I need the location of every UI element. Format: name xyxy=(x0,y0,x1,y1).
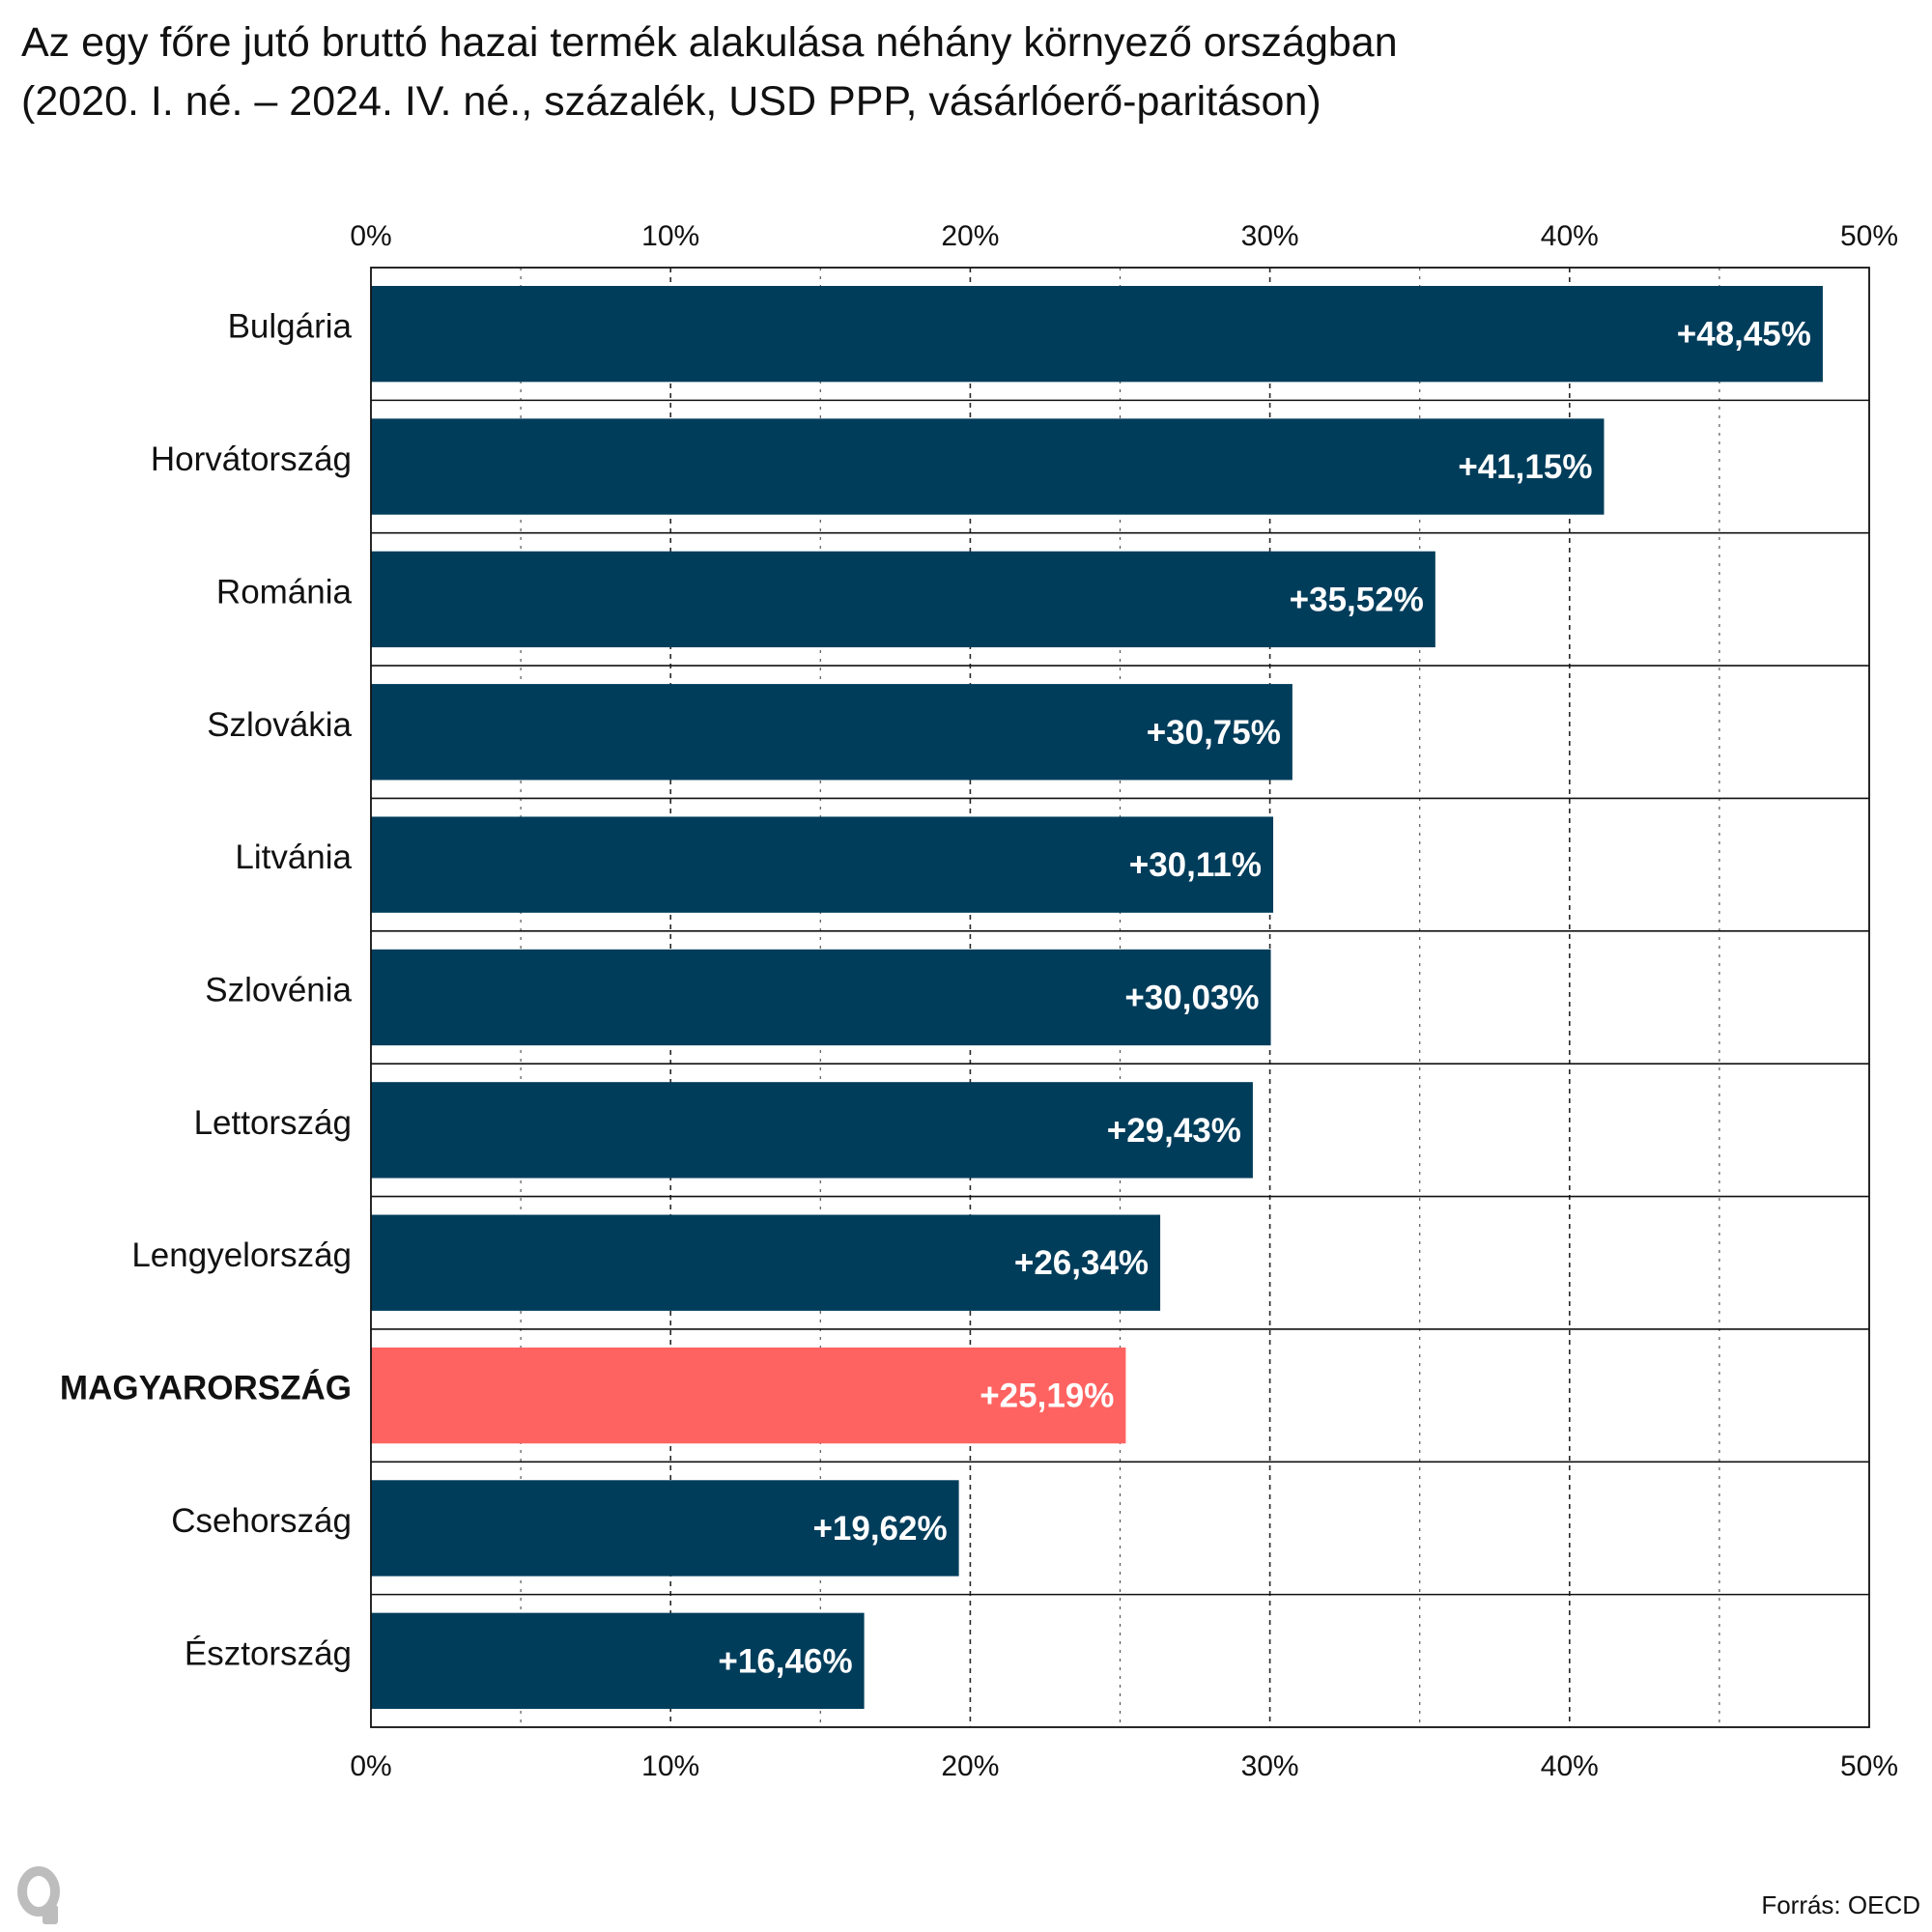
bar-6 xyxy=(371,949,1271,1046)
x-tick-label-bottom: 40% xyxy=(1541,1750,1599,1782)
category-label: Lettország xyxy=(194,1104,352,1142)
category-label: Lengyelország xyxy=(131,1236,352,1274)
x-tick-label-bottom: 20% xyxy=(941,1750,999,1782)
category-label: Szlovákia xyxy=(207,706,352,744)
value-label: +25,19% xyxy=(980,1378,1114,1415)
value-label: +19,62% xyxy=(812,1510,947,1548)
category-label: Csehország xyxy=(171,1502,352,1540)
value-label: +35,52% xyxy=(1290,581,1424,618)
chart-subtitle: (2020. I. né. – 2024. IV. né., százalék,… xyxy=(21,78,1321,125)
category-label: Bulgária xyxy=(228,308,353,346)
value-label: +30,75% xyxy=(1147,714,1281,752)
bar-2 xyxy=(371,418,1605,515)
x-tick-label-top: 20% xyxy=(941,220,999,252)
bar-5 xyxy=(371,816,1274,913)
value-label: +29,43% xyxy=(1107,1112,1241,1150)
x-tick-label-bottom: 10% xyxy=(641,1750,699,1782)
value-label: +26,34% xyxy=(1014,1244,1149,1282)
value-label: +30,03% xyxy=(1124,980,1259,1017)
bar-10 xyxy=(371,1480,959,1577)
source-note: Forrás: OECD xyxy=(1761,1890,1920,1919)
x-tick-label-top: 10% xyxy=(641,220,699,252)
bar-1 xyxy=(371,286,1823,383)
category-label: Horvátország xyxy=(151,440,352,478)
category-label: Szlovénia xyxy=(205,972,352,1009)
chart-title-block: Az egy főre jutó bruttó hazai termék ala… xyxy=(21,14,1857,131)
category-label: Románia xyxy=(216,573,353,611)
x-tick-label-top: 30% xyxy=(1241,220,1299,252)
bar-8 xyxy=(371,1214,1161,1311)
x-tick-label-top: 0% xyxy=(350,220,391,252)
bar-11 xyxy=(371,1612,865,1709)
chart-title: Az egy főre jutó bruttó hazai termék ala… xyxy=(21,19,1398,66)
value-label: +30,11% xyxy=(1129,846,1262,884)
category-label: Litvánia xyxy=(235,838,352,876)
x-tick-label-top: 50% xyxy=(1840,220,1898,252)
x-tick-label-bottom: 30% xyxy=(1241,1750,1299,1782)
x-tick-label-top: 40% xyxy=(1541,220,1599,252)
bar-7 xyxy=(371,1082,1253,1179)
category-label: MAGYARORSZÁG xyxy=(60,1369,352,1407)
q-logo-icon xyxy=(17,1866,60,1924)
bar-9 xyxy=(371,1347,1126,1444)
x-tick-label-bottom: 50% xyxy=(1840,1750,1898,1782)
bar-3 xyxy=(371,551,1435,648)
value-label: +16,46% xyxy=(718,1642,852,1680)
value-label: +41,15% xyxy=(1458,448,1592,486)
x-tick-label-bottom: 0% xyxy=(350,1750,391,1782)
plot-frame xyxy=(370,267,1870,1728)
bar-4 xyxy=(371,684,1293,781)
category-label: Észtország xyxy=(185,1634,352,1672)
value-label: +48,45% xyxy=(1677,316,1811,354)
